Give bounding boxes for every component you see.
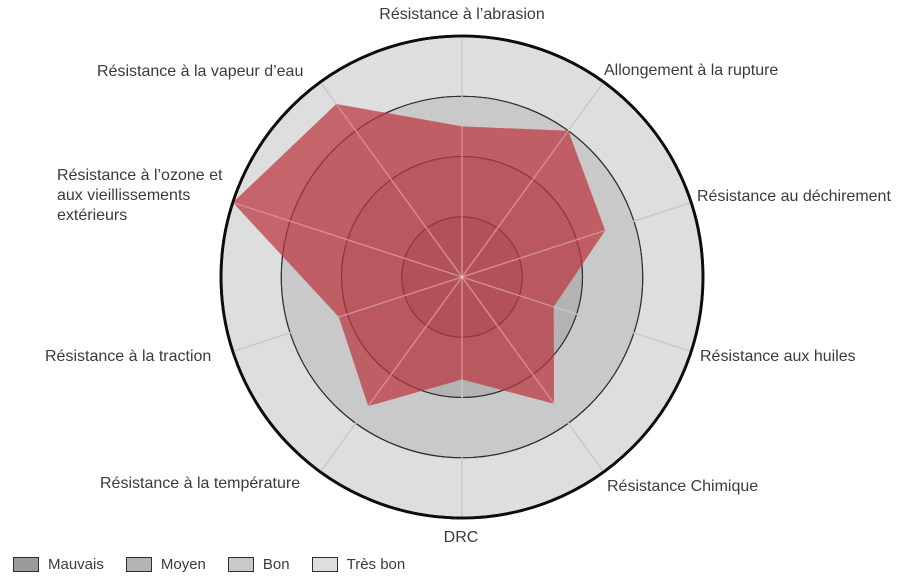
legend-label: Mauvais: [48, 556, 104, 573]
legend-swatch-bon: [227, 557, 254, 572]
legend: Mauvais Moyen Bon Très bon: [13, 556, 427, 573]
axis-label-allongement: Allongement à la rupture: [604, 62, 779, 79]
legend-label: Moyen: [160, 556, 206, 573]
axis-label-dechirement: Résistance au déchirement: [697, 188, 891, 205]
axis-label-chimique: Résistance Chimique: [607, 478, 759, 495]
legend-item-bon: Bon: [227, 556, 290, 573]
legend-item-tres-bon: Très bon: [311, 556, 406, 573]
axis-label-traction: Résistance à la traction: [45, 348, 212, 365]
legend-label: Très bon: [346, 556, 406, 573]
legend-swatch-tres-bon: [311, 557, 338, 572]
axis-label-drc: DRC: [443, 529, 479, 546]
axis-label-ozone: Résistance à l’ozone et aux vieillisseme…: [57, 167, 223, 224]
legend-swatch-moyen: [125, 557, 152, 572]
legend-item-mauvais: Mauvais: [13, 556, 104, 573]
axis-label-abrasion: Résistance à l’abrasion: [379, 6, 545, 23]
axis-label-temperature: Résistance à la température: [100, 475, 301, 492]
legend-label: Bon: [262, 556, 290, 573]
axis-label-huiles: Résistance aux huiles: [700, 348, 856, 365]
axis-label-vapeur: Résistance à la vapeur d’eau: [97, 63, 304, 80]
legend-item-moyen: Moyen: [125, 556, 206, 573]
legend-swatch-mauvais: [13, 557, 39, 572]
